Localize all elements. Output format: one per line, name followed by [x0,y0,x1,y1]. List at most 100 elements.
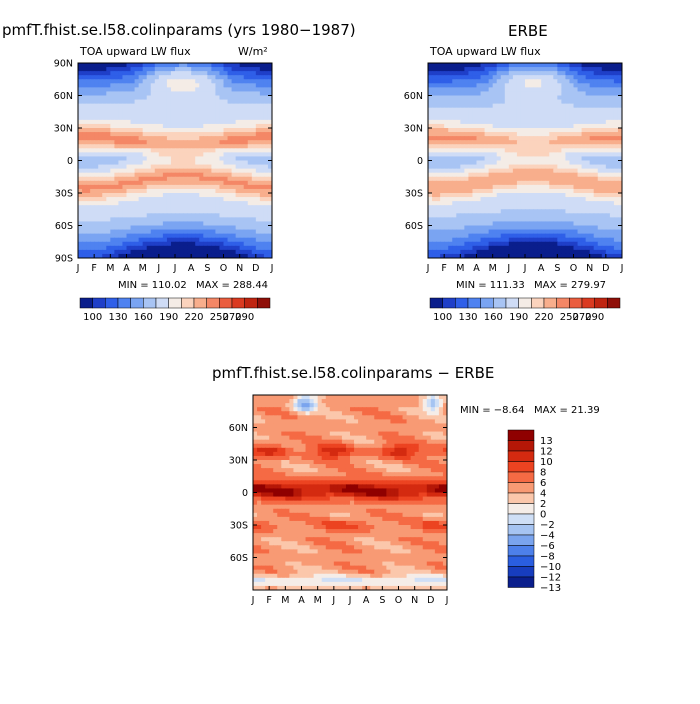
heatmap-cell [86,201,91,206]
heatmap-cell [553,140,558,145]
heatmap-cell [183,165,188,170]
heatmap-cell [143,173,148,178]
heatmap-cell [497,140,502,145]
heatmap-cell [561,87,566,92]
heatmap-cell [390,395,395,400]
heatmap-cell [456,238,461,243]
heatmap-cell [590,71,595,76]
heatmap-cell [82,230,87,235]
heatmap-cell [468,63,473,68]
heatmap-cell [521,67,526,72]
heatmap-cell [358,403,363,408]
heatmap-cell [472,67,477,72]
heatmap-cell [78,112,83,117]
heatmap-cell [252,156,257,161]
heatmap-cell [529,75,534,80]
heatmap-cell [497,79,502,84]
panel3-title: pmfT.fhist.se.l58.colinparams − ERBE [212,364,494,382]
heatmap-cell [175,161,180,166]
heatmap-cell [191,124,196,129]
heatmap-cell [477,148,482,153]
heatmap-cell [232,161,237,166]
heatmap-cell [260,104,265,109]
heatmap-cell [86,83,91,88]
heatmap-cell [594,234,599,239]
heatmap-cell [489,246,494,251]
heatmap-cell [191,185,196,190]
heatmap-cell [505,221,510,226]
heatmap-cell [489,128,494,133]
heatmap-cell [232,140,237,145]
heatmap-cell [228,83,233,88]
heatmap-cell [501,67,506,72]
heatmap-cell [135,104,140,109]
heatmap-cell [460,177,465,182]
heatmap-cell [582,213,587,218]
heatmap-cell [456,197,461,202]
heatmap-cell [98,83,103,88]
heatmap-cell [545,217,550,222]
heatmap-cell [187,169,192,174]
heatmap-cell [497,161,502,166]
heatmap-cell [553,213,558,218]
heatmap-cell [224,96,229,101]
heatmap-cell [582,246,587,251]
heatmap-cell [94,217,99,222]
heatmap-cell [183,197,188,202]
heatmap-cell [485,197,490,202]
heatmap-cell [256,226,261,231]
heatmap-cell [468,213,473,218]
heatmap-cell [614,152,619,157]
heatmap-cell [199,75,204,80]
heatmap-cell [183,116,188,121]
heatmap-cell [549,148,554,153]
heatmap-cell [521,152,526,157]
heatmap-cell [549,79,554,84]
heatmap-cell [98,71,103,76]
heatmap-cell [151,71,156,76]
heatmap-cell [485,87,490,92]
heatmap-cell [586,213,591,218]
heatmap-cell [159,83,164,88]
heatmap-cell [191,116,196,121]
heatmap-cell [98,104,103,109]
heatmap-cell [521,213,526,218]
heatmap-cell [427,403,432,408]
heatmap-cell [139,185,144,190]
heatmap-cell [106,116,111,121]
heatmap-cell [215,140,220,145]
heatmap-cell [219,87,224,92]
heatmap-cell [533,148,538,153]
heatmap-cell [513,246,518,251]
heatmap-cell [122,148,127,153]
heatmap-cell [525,230,530,235]
heatmap-cell [78,246,83,251]
heatmap-cell [497,116,502,121]
heatmap-cell [114,169,119,174]
panel3-field [253,395,448,591]
heatmap-cell [179,181,184,186]
heatmap-cell [452,226,457,231]
heatmap-cell [440,197,445,202]
heatmap-cell [574,161,579,166]
heatmap-cell [517,116,522,121]
heatmap-cell [175,209,180,214]
heatmap-cell [582,100,587,105]
heatmap-cell [452,140,457,145]
heatmap-cell [244,165,249,170]
heatmap-cell [362,399,367,404]
heatmap-cell [302,411,307,416]
heatmap-cell [122,181,127,186]
heatmap-cell [175,67,180,72]
heatmap-cell [224,100,229,105]
heatmap-cell [565,213,570,218]
heatmap-cell [122,124,127,129]
heatmap-cell [346,403,351,408]
heatmap-cell [561,144,566,149]
heatmap-cell [207,112,212,117]
heatmap-cell [610,91,615,96]
heatmap-cell [606,112,611,117]
heatmap-cell [485,108,490,113]
heatmap-cell [610,132,615,137]
heatmap-cell [155,221,160,226]
